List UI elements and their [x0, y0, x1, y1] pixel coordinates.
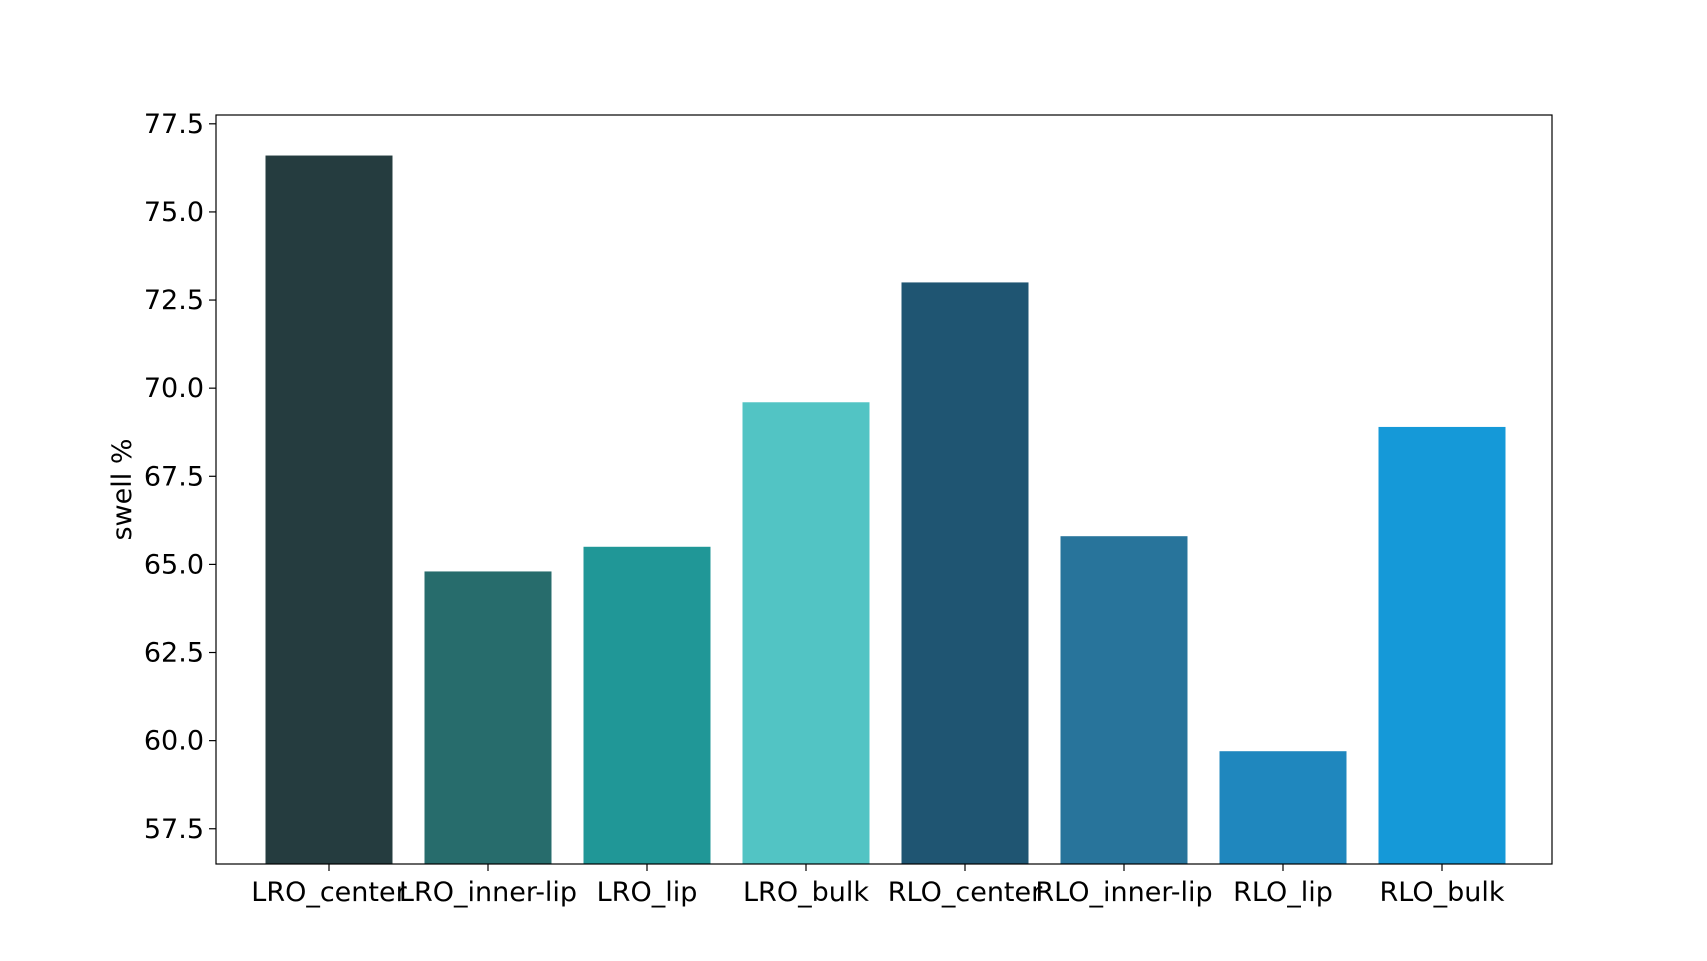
x-tick-label: LRO_center [251, 877, 407, 908]
x-tick-label: RLO_center [888, 877, 1043, 908]
y-tick-label: 67.5 [144, 461, 204, 492]
x-tick-label: LRO_bulk [743, 877, 869, 908]
plot-frame [215, 114, 1553, 865]
y-tick-label: 72.5 [144, 285, 204, 316]
bar-lro-lip [583, 546, 711, 864]
bar-lro-bulk [742, 402, 870, 864]
bar-rlo-inner-lip [1060, 536, 1188, 864]
y-tick-label: 62.5 [144, 638, 204, 669]
bars-group [265, 155, 1506, 864]
x-tick-label: RLO_inner-lip [1035, 877, 1212, 908]
y-tick-label: 70.0 [144, 373, 204, 404]
y-axis: 57.5 60.0 62.5 65.0 67.5 70.0 72.5 75.0 77.5 [144, 109, 216, 845]
x-tick-label: LRO_inner-lip [399, 877, 577, 908]
y-tick-label: 57.5 [144, 814, 204, 845]
y-tick-label: 75.0 [144, 197, 204, 228]
bar-rlo-bulk [1378, 426, 1506, 864]
x-tick-label: RLO_bulk [1380, 877, 1505, 908]
x-tick-label: LRO_lip [597, 877, 698, 908]
y-axis-label: swell % [107, 438, 138, 540]
y-tick-label: 65.0 [144, 549, 204, 580]
y-tick-label: 60.0 [144, 726, 204, 757]
bar-lro-inner-lip [424, 571, 552, 864]
bar-rlo-center [901, 282, 1029, 864]
y-tick-label: 77.5 [144, 109, 204, 140]
x-tick-label: RLO_lip [1233, 877, 1333, 908]
bar-rlo-lip [1219, 751, 1347, 864]
bar-lro-center [265, 155, 393, 864]
